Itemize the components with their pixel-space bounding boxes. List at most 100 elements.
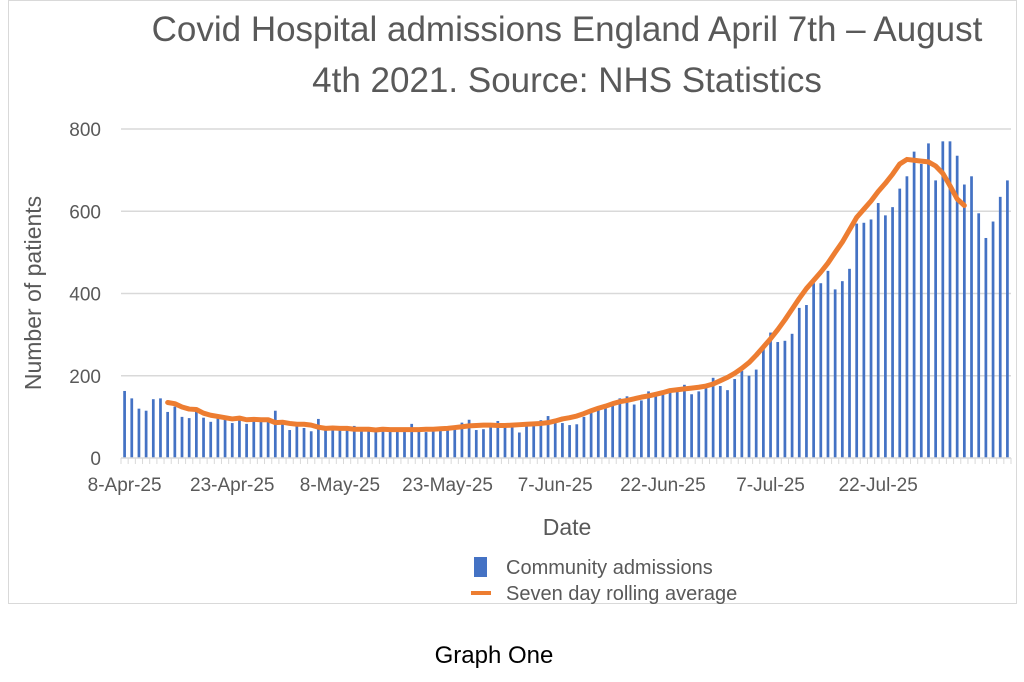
- community-admissions-bar: [941, 141, 945, 458]
- community-admissions-bar: [187, 418, 191, 458]
- community-admissions-bar: [360, 429, 363, 458]
- community-admissions-bar: [790, 333, 794, 458]
- community-admissions-bar: [460, 422, 464, 458]
- community-admissions-bar: [726, 390, 729, 458]
- y-tick-label: 200: [69, 367, 101, 388]
- community-admissions-bar: [410, 423, 414, 458]
- community-admissions-bar: [819, 283, 823, 458]
- community-admissions-bar: [568, 425, 571, 458]
- community-admissions-bar: [762, 347, 765, 458]
- community-admissions-bar: [884, 215, 887, 458]
- community-admissions-bar: [295, 425, 299, 458]
- community-admissions-bar: [661, 392, 665, 458]
- x-axis-label: Date: [543, 514, 592, 540]
- community-admissions-bar: [948, 141, 952, 458]
- x-tick-label: 23-Apr-25: [190, 475, 275, 496]
- community-admissions-bar: [259, 420, 263, 458]
- community-admissions-bar: [654, 392, 658, 458]
- community-admissions-bar: [1006, 180, 1009, 458]
- community-admissions-bar: [453, 429, 457, 458]
- community-admissions-bar: [159, 398, 162, 458]
- community-admissions-bar: [970, 176, 973, 458]
- community-admissions-bar: [209, 421, 213, 458]
- community-admissions-bar: [604, 407, 607, 458]
- community-admissions-bar: [596, 409, 600, 458]
- community-admissions-bar: [984, 237, 988, 458]
- chart-title-line-1: Covid Hospital admissions England April …: [152, 10, 983, 49]
- community-admissions-bar: [266, 418, 270, 458]
- community-admissions-bar: [833, 289, 837, 458]
- community-admissions-bar: [238, 418, 241, 458]
- community-admissions-bar: [395, 429, 399, 458]
- community-admissions-bar: [582, 416, 586, 458]
- y-tick-label: 800: [69, 120, 101, 141]
- community-admissions-bar: [431, 428, 435, 458]
- community-admissions-bar: [496, 420, 500, 458]
- community-admissions-bar: [403, 427, 406, 458]
- community-admissions-bar: [467, 419, 471, 458]
- community-admissions-bar: [367, 427, 370, 458]
- community-admissions-bar: [776, 342, 780, 458]
- community-admissions-bar: [345, 428, 349, 458]
- community-admissions-bar: [338, 427, 342, 458]
- community-admissions-bar: [998, 196, 1002, 458]
- community-admissions-bar: [446, 430, 449, 458]
- community-admissions-bar: [388, 428, 392, 458]
- seven-day-rolling-average-line: [165, 156, 967, 433]
- community-admissions-bar: [474, 430, 478, 458]
- community-admissions-bar: [675, 388, 679, 458]
- community-admissions-bar: [962, 184, 966, 459]
- community-admissions-bar: [309, 431, 313, 458]
- community-admissions-bar: [704, 388, 708, 458]
- community-admissions-bar: [862, 222, 866, 458]
- x-tick-label: 7-Jun-25: [518, 475, 593, 496]
- community-admissions-bar: [668, 390, 672, 458]
- community-admissions-bar: [424, 432, 428, 458]
- community-admissions-bar: [927, 143, 930, 459]
- community-admissions-bar: [891, 207, 894, 458]
- community-admissions-bar: [783, 340, 787, 458]
- community-admissions-bar: [130, 398, 134, 458]
- community-admissions-bar: [439, 427, 442, 458]
- community-admissions-bar: [797, 307, 801, 458]
- community-admissions-bar: [826, 270, 830, 458]
- community-admissions-bar: [639, 400, 643, 458]
- community-admissions-bar: [151, 399, 155, 458]
- y-tick-label: 600: [69, 202, 101, 223]
- community-admissions-bar: [855, 223, 859, 458]
- chart-frame: Covid Hospital admissions England April …: [8, 0, 1017, 605]
- community-admissions-bar: [489, 425, 493, 458]
- community-admissions-bar: [137, 408, 141, 458]
- community-admissions-bar: [202, 417, 205, 458]
- community-admissions-bar: [561, 423, 564, 458]
- community-admissions-bar: [144, 410, 148, 458]
- community-admissions-bar: [919, 163, 923, 459]
- chart-title-line-2: 4th 2021. Source: NHS Statistics: [312, 61, 822, 100]
- community-admissions-bar: [575, 424, 579, 458]
- community-admissions-bar: [281, 420, 284, 458]
- community-admissions-bar: [683, 384, 686, 458]
- community-admissions-bar: [230, 423, 234, 458]
- community-admissions-bar: [690, 394, 693, 458]
- graph-caption: Graph One: [434, 642, 554, 669]
- community-admissions-bar: [216, 414, 220, 458]
- x-tick-label: 8-Apr-25: [88, 475, 162, 496]
- community-admissions-bar: [317, 418, 320, 458]
- community-admissions-bar: [374, 427, 378, 458]
- community-admissions-bar: [381, 428, 385, 458]
- community-admissions-bar: [769, 332, 772, 458]
- community-admissions-bar: [532, 425, 536, 458]
- community-admissions-bar: [245, 423, 248, 458]
- community-admissions-bar: [848, 268, 851, 458]
- community-admissions-bar: [166, 411, 170, 458]
- x-tick-label: 22-Jul-25: [839, 475, 918, 496]
- community-admissions-bar: [711, 377, 715, 458]
- community-admissions-bar: [331, 430, 335, 458]
- legend-bar-swatch: [474, 557, 487, 577]
- community-admissions-bar: [417, 428, 421, 458]
- community-admissions-bar: [876, 203, 880, 458]
- community-admissions-bar: [194, 408, 198, 458]
- community-admissions-bar: [618, 398, 622, 458]
- community-admissions-bar: [747, 375, 751, 458]
- community-admissions-bar: [517, 432, 521, 458]
